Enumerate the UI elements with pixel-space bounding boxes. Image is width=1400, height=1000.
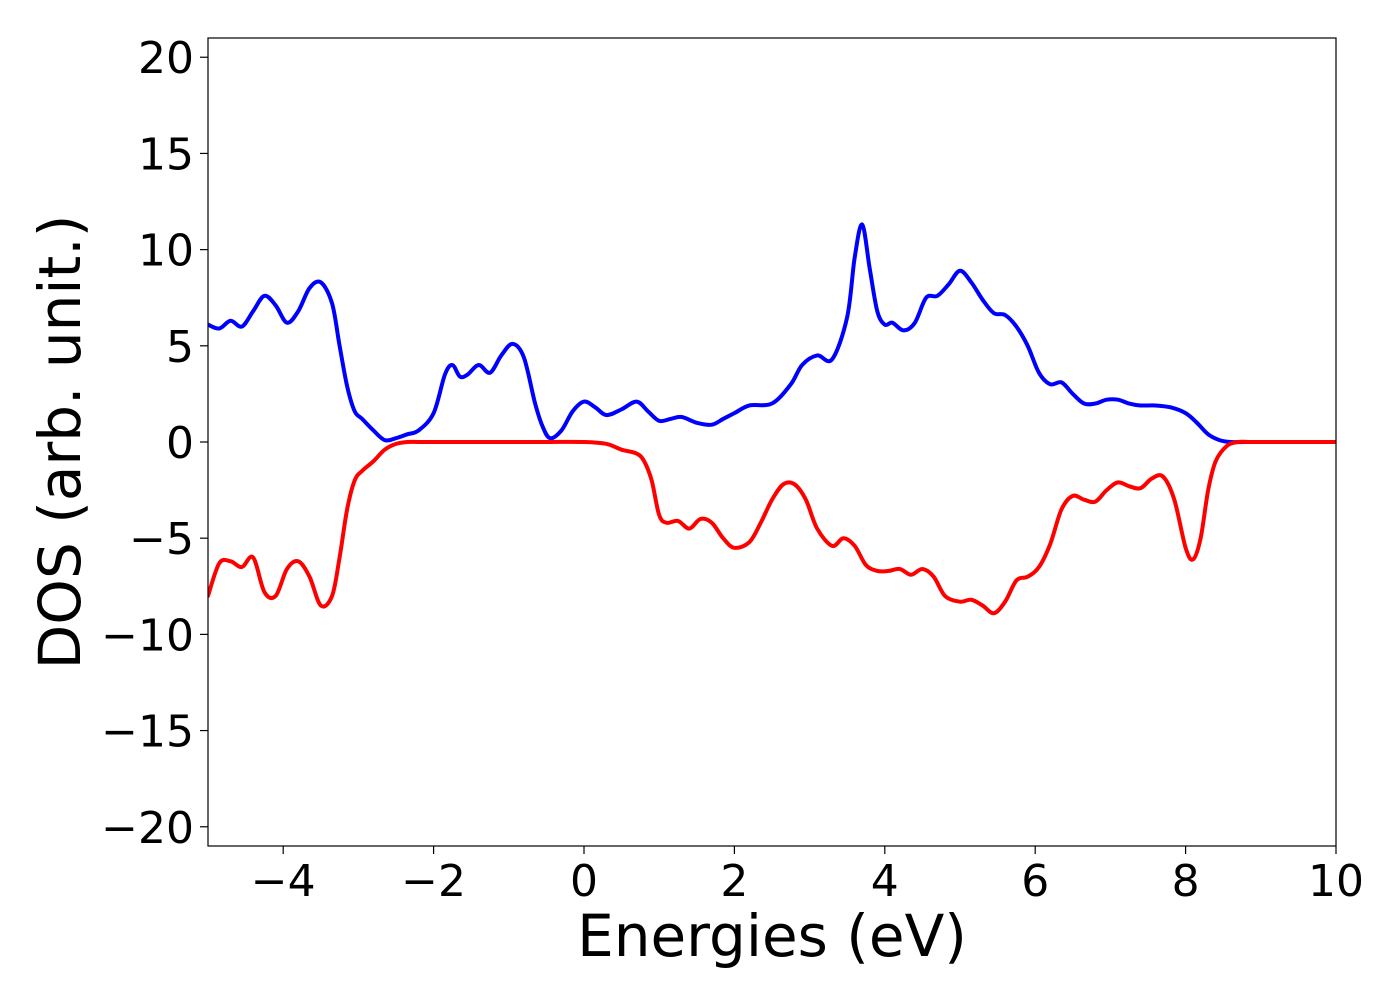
- x-tick-label: −2: [401, 856, 466, 907]
- y-tick-label: −5: [129, 514, 194, 565]
- y-tick-label: 5: [166, 322, 194, 373]
- x-tick-label: 10: [1308, 856, 1364, 907]
- series-layer: [208, 222, 1336, 616]
- x-tick-label: 4: [871, 856, 899, 907]
- x-tick-label: 2: [720, 856, 748, 907]
- x-tick-label: 8: [1172, 856, 1200, 907]
- x-tick-label: 6: [1021, 856, 1049, 907]
- y-tick-label: −10: [101, 610, 194, 661]
- series-line-2: [208, 439, 1336, 616]
- series-line-1: [208, 222, 1336, 445]
- x-axis-ticks: −4 −2 0 2 4 6 8 10: [251, 846, 1364, 907]
- x-tick-label: 0: [570, 856, 598, 907]
- y-tick-label: 10: [138, 226, 194, 277]
- y-tick-label: 20: [138, 33, 194, 84]
- y-axis-ticks: 20 15 10 5 0 −5 −10 −15 −20: [101, 33, 208, 854]
- y-tick-label: −20: [101, 803, 194, 854]
- y-tick-label: −15: [101, 707, 194, 758]
- x-tick-label: −4: [251, 856, 316, 907]
- y-tick-label: 0: [166, 418, 194, 469]
- x-axis-label: Energies (eV): [577, 902, 967, 970]
- y-tick-label: 15: [138, 129, 194, 180]
- y-axis-label: DOS (arb. unit.): [26, 215, 94, 670]
